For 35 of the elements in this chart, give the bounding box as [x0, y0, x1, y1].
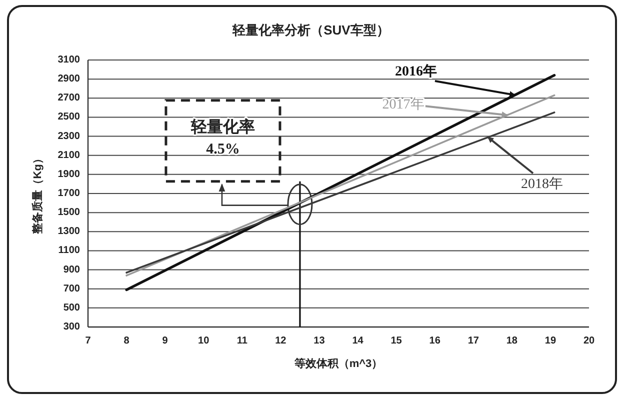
y-tick-label: 1700: [58, 188, 80, 199]
x-tick-label: 16: [429, 336, 441, 346]
y-tick-label: 1100: [58, 245, 80, 256]
x-tick-label: 10: [198, 336, 210, 346]
y-tick-label: 500: [63, 302, 80, 314]
x-tick-label: 20: [583, 336, 595, 346]
y-axis-title: 整备质量（Kg）: [31, 153, 44, 235]
y-tick-label: 1300: [58, 226, 80, 238]
x-axis-title: 等效体积（m^3）: [293, 357, 383, 370]
y-tick-label: 2500: [58, 112, 80, 123]
chart-title: 轻量化率分析（SUV车型）: [232, 22, 390, 38]
y-tick-label: 1900: [58, 168, 80, 180]
x-tick-label: 7: [85, 336, 92, 346]
text: 2018年: [521, 176, 564, 192]
y-tick-label: 2700: [58, 92, 80, 104]
x-tick-label: 11: [236, 336, 248, 346]
x-tick-label: 19: [544, 336, 556, 346]
y-tick-label: 2900: [58, 74, 80, 85]
x-tick-label: 12: [275, 336, 287, 346]
text: 2016年: [394, 63, 437, 80]
x-tick-label: 15: [390, 336, 402, 346]
x-tick-label: 14: [352, 336, 364, 346]
y-tick-label: 2100: [58, 150, 80, 161]
y-tick-label: 1500: [58, 207, 80, 218]
y-tick-label: 700: [63, 283, 80, 294]
x-tick-label: 17: [468, 336, 480, 346]
annotation: 轻量化率 4.5%: [190, 116, 255, 158]
x-tick-label: 18: [506, 336, 518, 346]
x-tick-label: 8: [124, 336, 130, 346]
y-tick-label: 2300: [58, 130, 80, 142]
y-tick-label: 300: [63, 322, 80, 332]
x-tick-label: 13: [314, 336, 326, 346]
y-tick-label: 900: [63, 264, 80, 276]
y-tick-label: 3100: [58, 54, 80, 66]
x-tick-label: 9: [162, 336, 168, 346]
